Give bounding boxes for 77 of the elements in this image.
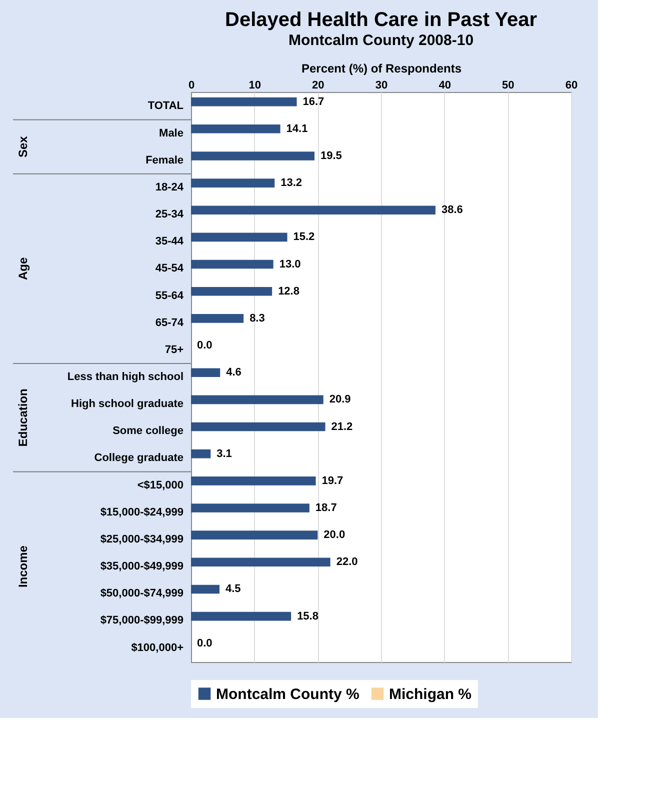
data-label: 0.0: [197, 340, 212, 352]
y-tick-label: 18-24: [155, 181, 184, 194]
bar: [191, 395, 324, 404]
y-tick-label: High school graduate: [71, 398, 184, 410]
y-tick-label: 55-64: [155, 290, 184, 302]
text: Education: [16, 388, 30, 447]
x-tick-label: 10: [248, 80, 261, 92]
bar: [191, 422, 326, 432]
data-label: 19.7: [322, 474, 344, 487]
bar: [191, 476, 316, 486]
bar: [191, 260, 274, 269]
data-label: 8.3: [250, 312, 265, 324]
x-tick-label: 60: [565, 80, 578, 92]
y-tick-label: 25-34: [155, 208, 184, 221]
y-tick-label: $35,000-$49,999: [100, 560, 184, 573]
data-label: 16.7: [302, 96, 324, 108]
data-label: 20.0: [324, 529, 346, 542]
legend-label: Michigan %: [389, 686, 472, 703]
data-label: 20.9: [329, 394, 351, 406]
data-label: 15.8: [297, 610, 318, 622]
data-label: 22.0: [336, 556, 358, 568]
y-tick-label: $25,000-$34,999: [100, 533, 184, 546]
bar: [191, 584, 220, 594]
data-label: 15.2: [293, 231, 315, 244]
x-tick-label: 40: [438, 80, 451, 92]
data-label: 14.1: [286, 122, 308, 135]
y-tick-label: College graduate: [94, 452, 184, 464]
y-tick-label: $50,000-$74,999: [100, 588, 184, 600]
data-label: 3.1: [216, 448, 232, 460]
x-tick-label: 50: [502, 80, 514, 92]
x-tick-label: 30: [375, 80, 388, 92]
data-label: 13.0: [279, 258, 301, 270]
bar: [191, 558, 330, 567]
bar: [191, 612, 292, 621]
text: Sex: [16, 136, 30, 158]
text: Income: [16, 545, 30, 588]
y-tick-label: Female: [146, 154, 184, 166]
y-tick-label: $100,000+: [131, 642, 184, 654]
data-label: 4.6: [226, 366, 242, 379]
y-tick-label: Male: [159, 127, 184, 140]
data-label: 0.0: [197, 637, 212, 650]
data-label: 4.5: [226, 583, 241, 596]
x-tick-label: 20: [312, 80, 324, 92]
y-tick-label: 45-54: [155, 262, 184, 275]
y-tick-label: $15,000-$24,999: [100, 506, 184, 518]
legend-label: Montcalm County %: [216, 686, 360, 703]
bar: [191, 152, 314, 160]
bar: [191, 286, 272, 296]
bar: [191, 504, 310, 512]
data-label: 12.8: [278, 285, 300, 298]
bar: [191, 178, 275, 188]
data-label: 38.6: [441, 204, 463, 216]
bar: [191, 206, 436, 215]
y-tick-label: Some college: [112, 425, 184, 438]
y-tick-label: Less than high school: [67, 371, 184, 383]
y-tick-label: 75+: [164, 344, 184, 356]
data-label: 18.7: [315, 502, 337, 514]
chart-subtitle: Montcalm County 2008-10: [288, 32, 474, 49]
data-label: 21.2: [331, 420, 353, 433]
data-label: 13.2: [280, 177, 302, 190]
bar: [191, 124, 280, 134]
x-axis-title: Percent (%) of Respondents: [301, 62, 462, 76]
data-label: 19.5: [320, 150, 342, 162]
text: Age: [16, 257, 30, 280]
bar: [191, 530, 318, 540]
bar: [191, 97, 297, 106]
y-tick-label: <$15,000: [137, 479, 184, 492]
bar: [191, 368, 220, 377]
y-tick-label: TOTAL: [148, 100, 184, 112]
x-tick-label: 0: [188, 80, 195, 92]
y-tick-label: 65-74: [155, 316, 184, 329]
bar: [191, 232, 288, 242]
y-tick-label: 35-44: [155, 236, 184, 248]
bar: [191, 449, 211, 458]
bar: [191, 314, 244, 323]
y-tick-label: $75,000-$99,999: [100, 614, 184, 627]
chart-title: Delayed Health Care in Past Year: [224, 9, 538, 31]
